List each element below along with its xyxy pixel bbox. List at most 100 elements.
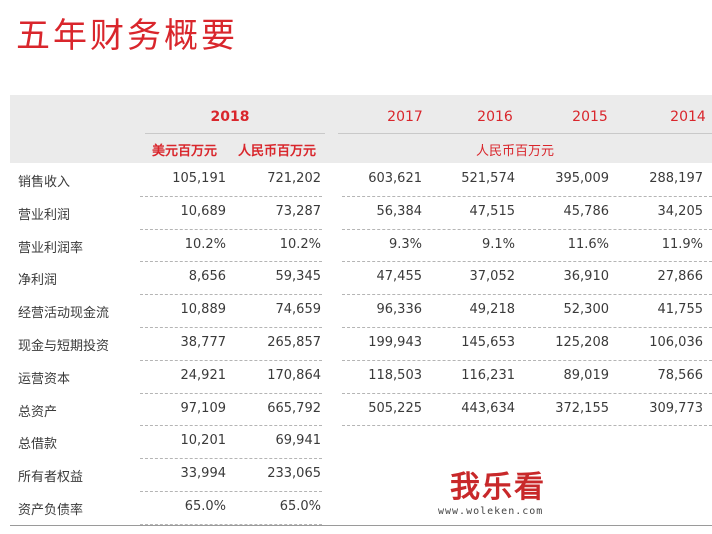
row-separator bbox=[342, 261, 712, 263]
table-row: 营业利润 10,689 73,287 56,384 47,515 45,786 34,205 bbox=[0, 197, 712, 230]
table-header-band bbox=[10, 95, 712, 163]
cell-value: 233,065 bbox=[267, 466, 321, 482]
cell-value: 74,659 bbox=[275, 302, 322, 318]
row-separator bbox=[342, 228, 712, 230]
cell-value: 69,941 bbox=[275, 433, 322, 449]
cell-value: 118,503 bbox=[368, 367, 422, 383]
cell-value: 41,755 bbox=[657, 302, 704, 318]
cell-value: 56,384 bbox=[376, 203, 423, 219]
row-label: 营业利润率 bbox=[18, 240, 84, 256]
row-separator bbox=[140, 425, 322, 427]
cell-value: 65.0% bbox=[279, 499, 321, 514]
cell-value: 27,866 bbox=[657, 269, 704, 285]
row-separator bbox=[140, 392, 322, 394]
row-label: 所有者权益 bbox=[18, 470, 84, 486]
page-title: 五年财务概要 bbox=[16, 16, 238, 56]
row-label: 经营活动现金流 bbox=[18, 306, 110, 322]
cell-value: 47,455 bbox=[376, 269, 423, 285]
row-label: 总借款 bbox=[18, 437, 58, 453]
row-label: 现金与短期投资 bbox=[18, 339, 110, 354]
row-label: 营业利润 bbox=[18, 207, 71, 223]
row-separator bbox=[140, 294, 322, 296]
year-2018-header: 2018 bbox=[210, 109, 250, 125]
row-separator bbox=[140, 458, 322, 460]
table-row: 总借款 10,201 69,941 bbox=[0, 426, 712, 460]
row-separator bbox=[342, 195, 712, 197]
row-label: 销售收入 bbox=[18, 175, 71, 190]
cell-value: 33,994 bbox=[180, 466, 227, 482]
cell-value: 38,777 bbox=[180, 335, 227, 350]
cell-value: 372,155 bbox=[555, 400, 609, 416]
row-separator bbox=[140, 195, 322, 197]
table-row: 总资产 97,109 665,792 505,225 443,634 372,155 309… bbox=[0, 394, 712, 427]
cell-value: 505,225 bbox=[368, 400, 422, 416]
cell-value: 65.0% bbox=[184, 499, 226, 514]
cell-value: 8,656 bbox=[188, 269, 226, 285]
cell-value: 49,218 bbox=[469, 302, 516, 318]
table-row: 运营资本 24,921 170,864 118,503 116,231 89,019 78,… bbox=[0, 361, 712, 394]
cell-value: 125,208 bbox=[555, 335, 609, 350]
unit-rmb-header: 人民币百万元 bbox=[238, 144, 317, 159]
year-2014-header: 2014 bbox=[670, 109, 706, 125]
cell-value: 10,689 bbox=[180, 203, 227, 219]
row-separator bbox=[342, 326, 712, 328]
cell-value: 10,889 bbox=[180, 302, 227, 318]
cell-value: 89,019 bbox=[563, 367, 610, 383]
row-label: 资产负债率 bbox=[18, 503, 84, 518]
cell-value: 105,191 bbox=[172, 171, 226, 186]
cell-value: 45,786 bbox=[563, 203, 610, 219]
row-separator bbox=[140, 359, 322, 361]
cell-value: 521,574 bbox=[461, 171, 515, 186]
cell-value: 97,109 bbox=[180, 400, 227, 416]
cell-value: 96,336 bbox=[376, 302, 423, 318]
unit-rmb-span-header: 人民币百万元 bbox=[475, 144, 554, 159]
row-separator bbox=[140, 523, 322, 525]
table-row: 营业利润率 10.2% 10.2% 9.3% 9.1% 11.6% 11.9% bbox=[0, 230, 712, 263]
cell-value: 145,653 bbox=[461, 335, 515, 350]
cell-value: 10.2% bbox=[279, 236, 321, 252]
cell-value: 34,205 bbox=[657, 203, 704, 219]
table-row: 经营活动现金流 10,889 74,659 96,336 49,218 52,300 41,… bbox=[0, 295, 712, 328]
cell-value: 9.3% bbox=[388, 236, 422, 252]
cell-value: 52,300 bbox=[563, 302, 610, 318]
cell-value: 443,634 bbox=[461, 400, 515, 416]
cell-value: 603,621 bbox=[368, 171, 422, 186]
cell-value: 721,202 bbox=[267, 171, 321, 186]
cell-value: 395,009 bbox=[555, 171, 609, 186]
watermark-url: www.woleken.com bbox=[438, 506, 544, 517]
cell-value: 309,773 bbox=[649, 400, 703, 416]
cell-value: 10.2% bbox=[184, 236, 226, 252]
row-separator bbox=[342, 392, 712, 394]
row-label: 净利润 bbox=[18, 273, 58, 289]
row-separator bbox=[140, 326, 322, 328]
cell-value: 11.6% bbox=[567, 236, 609, 252]
cell-value: 24,921 bbox=[180, 367, 227, 383]
row-label: 运营资本 bbox=[18, 371, 71, 387]
table-row: 销售收入 105,191 721,202 603,621 521,574 395,009 2… bbox=[0, 164, 712, 197]
table-row: 现金与短期投资 38,777 265,857 199,943 145,653 125,20… bbox=[0, 328, 712, 361]
year-2017-header: 2017 bbox=[387, 109, 423, 125]
cell-value: 199,943 bbox=[368, 335, 422, 350]
year-2016-header: 2016 bbox=[477, 109, 513, 125]
year-2015-header: 2015 bbox=[572, 109, 608, 125]
cell-value: 73,287 bbox=[275, 203, 322, 219]
cell-value: 11.9% bbox=[661, 236, 703, 252]
watermark-overlay bbox=[405, 455, 575, 525]
cell-value: 665,792 bbox=[267, 400, 321, 416]
unit-usd-header: 美元百万元 bbox=[152, 144, 218, 159]
row-label: 总资产 bbox=[18, 404, 58, 420]
row-separator bbox=[140, 490, 322, 492]
cell-value: 78,566 bbox=[657, 367, 704, 383]
table-row: 净利润 8,656 59,345 47,455 37,052 36,910 27,866 bbox=[0, 262, 712, 296]
table-bottom-rule bbox=[10, 525, 712, 526]
table-row: 资产负债率 65.0% 65.0% bbox=[0, 492, 712, 525]
row-separator bbox=[342, 425, 712, 427]
header-divider-2018 bbox=[145, 133, 325, 134]
cell-value: 170,864 bbox=[267, 367, 321, 383]
row-separator bbox=[342, 359, 712, 361]
watermark-logo: 我乐看 bbox=[450, 470, 546, 505]
cell-value: 265,857 bbox=[267, 335, 321, 350]
row-separator bbox=[140, 228, 322, 230]
cell-value: 36,910 bbox=[563, 269, 610, 285]
row-separator bbox=[140, 261, 322, 263]
